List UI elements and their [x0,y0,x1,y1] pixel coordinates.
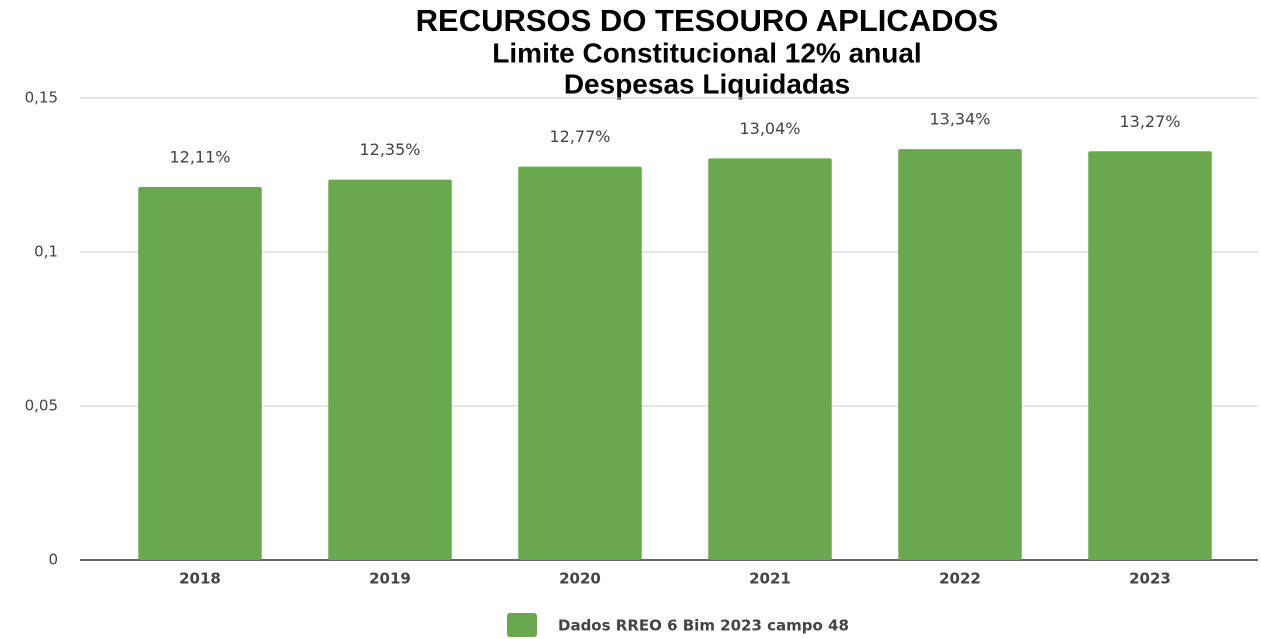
bar [518,166,642,560]
bar [708,158,832,561]
bar [138,187,262,560]
value-label: 12,35% [359,140,420,159]
chart-title: RECURSOS DO TESOURO APLICADOS [416,3,999,38]
value-label: 12,11% [169,148,230,167]
legend-label: Dados RREO 6 Bim 2023 campo 48 [558,617,849,635]
chart-subtitle: Despesas Liquidadas [564,68,850,99]
bar [898,149,1022,561]
x-tick-label: 2021 [749,570,791,588]
value-label: 13,04% [739,119,800,138]
y-tick-label: 0,05 [25,397,58,415]
x-tick-label: 2018 [179,570,221,588]
value-label: 13,34% [929,110,990,129]
value-label: 12,77% [549,127,610,146]
x-tick-label: 2023 [1129,570,1171,588]
x-tick-label: 2019 [369,570,411,588]
legend-swatch [507,613,537,637]
value-label: 13,27% [1119,112,1180,131]
bar [1088,151,1212,560]
bar [328,179,452,560]
y-tick-label: 0 [48,551,58,569]
y-tick-label: 0,15 [25,89,58,107]
y-tick-label: 0,1 [34,243,58,261]
x-tick-label: 2020 [559,570,601,588]
chart-subtitle: Limite Constitucional 12% anual [492,37,921,68]
x-tick-label: 2022 [939,570,981,588]
